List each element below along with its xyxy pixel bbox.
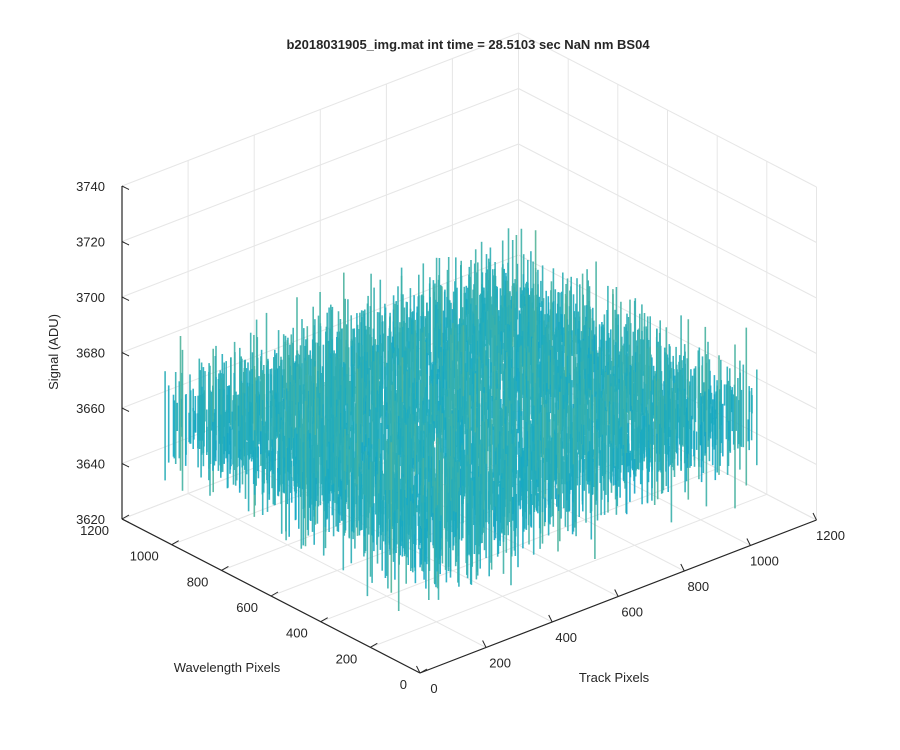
y-tick-mark — [370, 642, 378, 648]
y-tick-mark — [270, 591, 279, 597]
x-tick-label: 200 — [489, 656, 511, 671]
y-tick-label: 800 — [187, 574, 209, 589]
x-axis-title: Track Pixels — [579, 670, 650, 685]
z-tick-label: 3620 — [76, 512, 105, 527]
grid-line — [518, 88, 817, 243]
grid-line — [121, 88, 519, 242]
y-tick-label: 200 — [336, 651, 358, 666]
x-tick-label: 0 — [430, 681, 437, 696]
x-tick-mark — [746, 538, 751, 546]
y-tick-label: 0 — [400, 677, 407, 692]
z-tick-label: 3740 — [76, 179, 105, 194]
x-tick-label: 600 — [621, 605, 643, 620]
z-tick-label: 3660 — [76, 401, 105, 416]
z-tick-label: 3720 — [76, 235, 105, 250]
grid-line — [121, 143, 519, 298]
grid-line — [518, 32, 817, 188]
y-tick-label: 1200 — [80, 523, 109, 538]
x-tick-mark — [548, 614, 553, 623]
z-tick-mark — [121, 407, 130, 412]
y-tick-mark — [221, 565, 229, 571]
x-tick-mark — [482, 640, 487, 648]
surface-mesh — [164, 228, 758, 611]
z-tick-label: 3700 — [76, 290, 105, 305]
y-tick-label: 400 — [286, 626, 308, 641]
grid-line — [518, 143, 817, 299]
axes — [121, 185, 817, 674]
grid-line — [121, 32, 519, 187]
z-tick-mark — [121, 518, 130, 523]
z-tick-mark — [121, 185, 130, 190]
z-axis-title: Signal (ADU) — [46, 314, 61, 390]
x-tick-mark — [614, 589, 619, 597]
z-tick-label: 3640 — [76, 457, 105, 472]
x-tick-mark — [812, 512, 817, 521]
y-tick-mark — [121, 514, 130, 520]
x-tick-label: 1000 — [750, 554, 779, 569]
x-tick-mark — [416, 665, 421, 674]
y-tick-label: 1000 — [130, 549, 159, 564]
z-tick-mark — [121, 296, 130, 301]
z-tick-mark — [121, 241, 130, 246]
x-tick-label: 1200 — [816, 528, 845, 543]
z-tick-mark — [121, 352, 130, 357]
y-tick-mark — [320, 617, 328, 623]
y-tick-mark — [419, 668, 428, 674]
grid-line — [370, 493, 767, 648]
z-tick-label: 3680 — [76, 346, 105, 361]
x-tick-label: 400 — [555, 630, 577, 645]
x-tick-label: 800 — [687, 579, 709, 594]
y-tick-mark — [171, 540, 179, 546]
z-tick-mark — [121, 463, 130, 468]
tick-labels: 0 200 400 600 800 1000 1200 0 200 400 600 800 1000 12… — [76, 179, 845, 696]
grid-line — [121, 199, 519, 353]
chart-title: b2018031905_img.mat int time = 28.5103 s… — [286, 37, 650, 52]
y-tick-label: 600 — [236, 600, 258, 615]
grid-line — [518, 199, 817, 354]
y-axis-title: Wavelength Pixels — [174, 660, 281, 675]
x-tick-mark — [680, 563, 685, 572]
